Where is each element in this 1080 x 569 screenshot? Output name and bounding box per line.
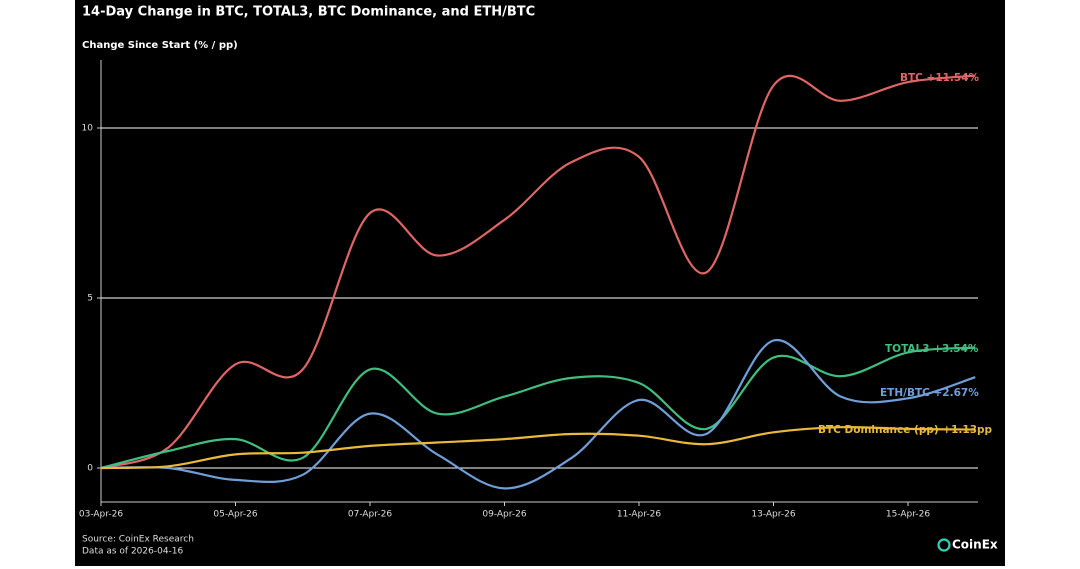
x-tick-label: 13-Apr-26 [751, 510, 795, 520]
series-line [100, 346, 976, 470]
y-tick-label: 5 [87, 294, 93, 304]
chart-title: 14-Day Change in BTC, TOTAL3, BTC Domina… [82, 5, 535, 20]
series-label: BTC +11.54% [900, 72, 980, 84]
x-tick-label: 15-Apr-26 [886, 510, 930, 520]
x-tick-label: 09-Apr-26 [482, 510, 526, 520]
x-tick-label: 07-Apr-26 [348, 510, 392, 520]
series-line [100, 74, 976, 470]
chart-background [75, 0, 1005, 566]
note: Data as of 2026-04-16 [82, 547, 184, 557]
x-tick-label: 11-Apr-26 [617, 510, 661, 520]
series-label: TOTAL3 +3.54% [885, 343, 979, 355]
series-label: ETH/BTC +2.67% [880, 387, 979, 399]
logo-icon [937, 538, 951, 552]
source: Source: CoinEx Research [82, 535, 194, 545]
x-tick-label: 03-Apr-26 [79, 510, 123, 520]
series-line [100, 425, 976, 470]
y-axis-label: Change Since Start (% / pp) [82, 40, 238, 51]
series-line [100, 339, 976, 490]
y-tick-label: 0 [87, 464, 93, 474]
series-label: BTC Dominance (pp) +1.13pp [818, 424, 993, 436]
brand: CoinEx [952, 538, 998, 552]
x-tick-label: 05-Apr-26 [213, 510, 257, 520]
brand-logo: CoinEx [937, 538, 998, 552]
y-tick-label: 10 [82, 124, 94, 134]
